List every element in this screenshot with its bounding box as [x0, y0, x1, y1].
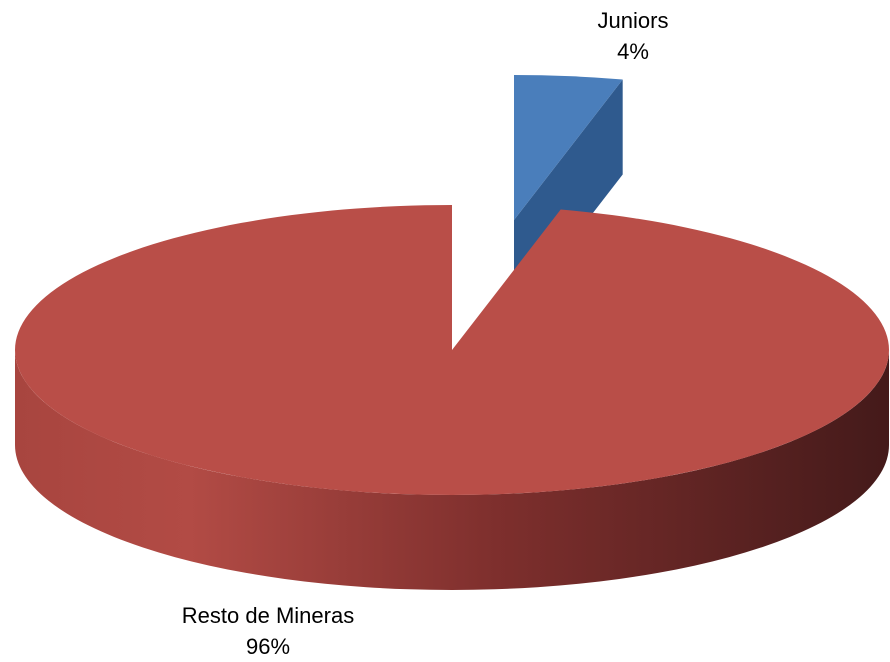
slice	[514, 75, 623, 220]
slice	[15, 205, 890, 495]
slice-label: Juniors	[598, 8, 669, 33]
slice-label: Resto de Mineras	[182, 603, 354, 628]
slice-value-label: 96%	[246, 634, 290, 659]
labels: Juniors 4% Resto de Mineras 96%	[182, 8, 669, 659]
pie	[15, 75, 890, 590]
slice-value-label: 4%	[617, 39, 649, 64]
slice-side	[15, 350, 889, 590]
